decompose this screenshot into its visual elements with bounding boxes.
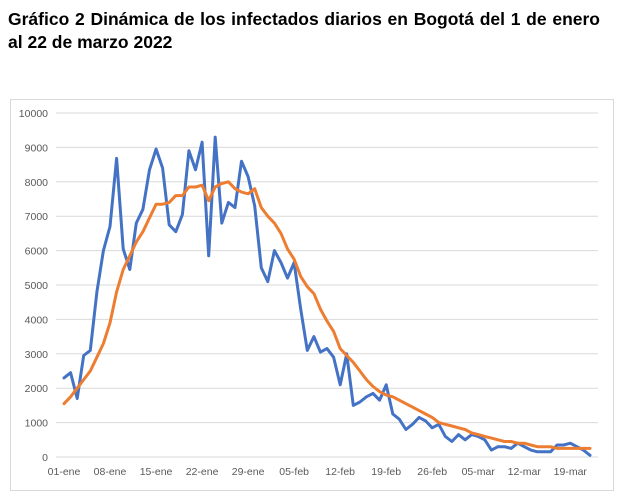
y-tick-label: 0 xyxy=(42,452,48,464)
x-tick-label: 05-mar xyxy=(462,466,496,478)
y-tick-label: 4000 xyxy=(25,314,49,326)
x-axis-ticks: 01-ene 08-ene 15-ene 22-ene 29-ene 05-feb 12-f… xyxy=(48,466,588,478)
x-tick-label: 22-ene xyxy=(186,466,219,478)
x-tick-label: 15-ene xyxy=(140,466,173,478)
y-tick-label: 5000 xyxy=(25,280,49,292)
y-tick-label: 8000 xyxy=(25,177,49,189)
series-line-1 xyxy=(62,135,592,457)
x-tick-label: 19-feb xyxy=(371,466,401,478)
y-tick-label: 2000 xyxy=(25,383,49,395)
gridlines xyxy=(56,112,598,458)
x-tick-label: 01-ene xyxy=(48,466,81,478)
y-tick-label: 10000 xyxy=(19,108,48,120)
x-tick-label: 12-mar xyxy=(508,466,542,478)
series-lines xyxy=(62,135,592,457)
y-tick-label: 7000 xyxy=(25,211,49,223)
x-tick-label: 05-feb xyxy=(279,466,309,478)
x-tick-label: 08-ene xyxy=(94,466,127,478)
y-tick-label: 1000 xyxy=(25,418,49,430)
series-line-2 xyxy=(62,180,592,450)
x-tick-label: 26-feb xyxy=(417,466,447,478)
chart-frame xyxy=(10,99,614,491)
x-tick-label: 12-feb xyxy=(325,466,355,478)
y-tick-label: 9000 xyxy=(25,142,49,154)
x-tick-label: 29-ene xyxy=(232,466,265,478)
x-tick-label: 19-mar xyxy=(554,466,588,478)
chart-title: Gráfico 2 Dinámica de los infectados dia… xyxy=(8,9,600,52)
y-axis-ticks: 0 1000 2000 3000 4000 5000 6000 7000 8000 9000 100… xyxy=(19,108,48,464)
y-tick-label: 6000 xyxy=(25,246,49,258)
y-tick-label: 3000 xyxy=(25,349,49,361)
